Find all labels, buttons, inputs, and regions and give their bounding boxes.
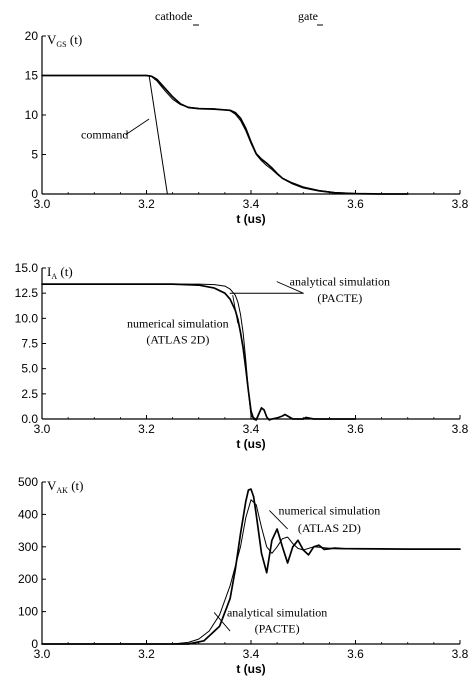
header-cathode: cathode <box>155 9 192 23</box>
vak-x-tick-label: 3.2 <box>138 647 155 661</box>
vgs-y-tick-label: 20 <box>25 29 39 43</box>
vgs-panel: 3.0 3.2 3.4 3.6 3.8 0 5 10 15 20 t (us) VGS (t) comm… <box>25 29 469 226</box>
vak-annotation: (ATLAS 2D) <box>298 521 361 535</box>
ia-y-tick-label: 10.0 <box>15 311 39 325</box>
vak-y-tick-label: 0 <box>31 637 38 651</box>
vgs-y-axis-label: VGS (t) <box>47 32 82 49</box>
vak-annotation-leader <box>213 612 231 632</box>
ia-y-tick-label: 7.5 <box>21 337 38 351</box>
ia-annotation: (ATLAS 2D) <box>146 333 209 347</box>
vak-x-tick-label: 3.8 <box>452 647 469 661</box>
vak-annotation-leader <box>269 510 288 530</box>
ia-x-tick-label: 3.6 <box>347 422 364 436</box>
ia-x-tick-label: 3.4 <box>243 422 260 436</box>
ia-annotation: analytical simulation <box>290 275 390 289</box>
vgs-x-tick-label: 3.0 <box>34 197 51 211</box>
vgs-y-tick-label: 0 <box>31 187 38 201</box>
vak-y-tick-label: 200 <box>18 572 38 586</box>
ia-y-tick-label: 2.5 <box>21 387 38 401</box>
vgs-x-tick-label: 3.6 <box>347 197 364 211</box>
vgs-series-trace-2 <box>41 75 409 195</box>
ia-x-tick-label: 3.8 <box>452 422 469 436</box>
vak-x-axis-label: t (us) <box>236 662 265 676</box>
vak-series-analytical-simulation <box>41 499 461 645</box>
vak-x-tick-label: 3.6 <box>347 647 364 661</box>
ia-y-tick-label: 0.0 <box>21 412 38 426</box>
ia-annotation: (PACTE) <box>317 291 362 305</box>
vak-y-tick-label: 500 <box>18 475 38 489</box>
vgs-y-tick-label: 10 <box>25 108 39 122</box>
ia-x-tick-label: 3.2 <box>138 422 155 436</box>
ia-x-axis-label: t (us) <box>236 437 265 451</box>
vak-annotation: numerical simulation <box>279 503 381 517</box>
ia-x-tick-label: 3.0 <box>34 422 51 436</box>
vak-series-numerical-simulation <box>41 488 461 645</box>
vak-panel: 3.0 3.2 3.4 3.6 3.8 0 100 200 300 400 500 t (us) VAK… <box>18 475 469 676</box>
vgs-annotation: command <box>81 128 128 142</box>
vgs-series-trace-1 <box>41 74 409 195</box>
vak-y-tick-label: 100 <box>18 605 38 619</box>
ia-annotation-leader <box>276 281 304 294</box>
vak-annotation: analytical simulation <box>227 605 327 619</box>
ia-y-tick-label: 5.0 <box>21 362 38 376</box>
vgs-x-axis-label: t (us) <box>236 212 265 226</box>
vgs-y-tick-label: 5 <box>31 148 38 162</box>
ia-y-axis-label: IA (t) <box>47 264 73 281</box>
ia-y-tick-label: 15.0 <box>15 261 39 275</box>
vgs-x-tick-label: 3.8 <box>452 197 469 211</box>
ia-series-numerical-simulation <box>41 283 357 421</box>
ia-annotation-leader <box>232 295 239 324</box>
vak-annotation: (PACTE) <box>255 622 300 636</box>
vgs-annotation-leader <box>125 118 150 136</box>
vak-x-tick-label: 3.0 <box>34 647 51 661</box>
vak-y-axis-label: VAK (t) <box>47 478 83 495</box>
vak-y-tick-label: 300 <box>18 540 38 554</box>
ia-series-analytical-simulation <box>41 283 257 420</box>
vak-y-tick-label: 400 <box>18 507 38 521</box>
vgs-x-tick-label: 3.4 <box>243 197 260 211</box>
ia-annotation: numerical simulation <box>127 316 229 330</box>
vgs-x-tick-label: 3.2 <box>138 197 155 211</box>
vak-x-tick-label: 3.4 <box>243 647 260 661</box>
ia-panel: 3.0 3.2 3.4 3.6 3.8 0.0 2.5 5.0 7.5 10.0 12.5 15.0 t… <box>15 261 469 451</box>
header-gate: gate <box>298 9 318 23</box>
vgs-y-tick-label: 15 <box>25 69 39 83</box>
ia-y-tick-label: 12.5 <box>15 286 39 300</box>
